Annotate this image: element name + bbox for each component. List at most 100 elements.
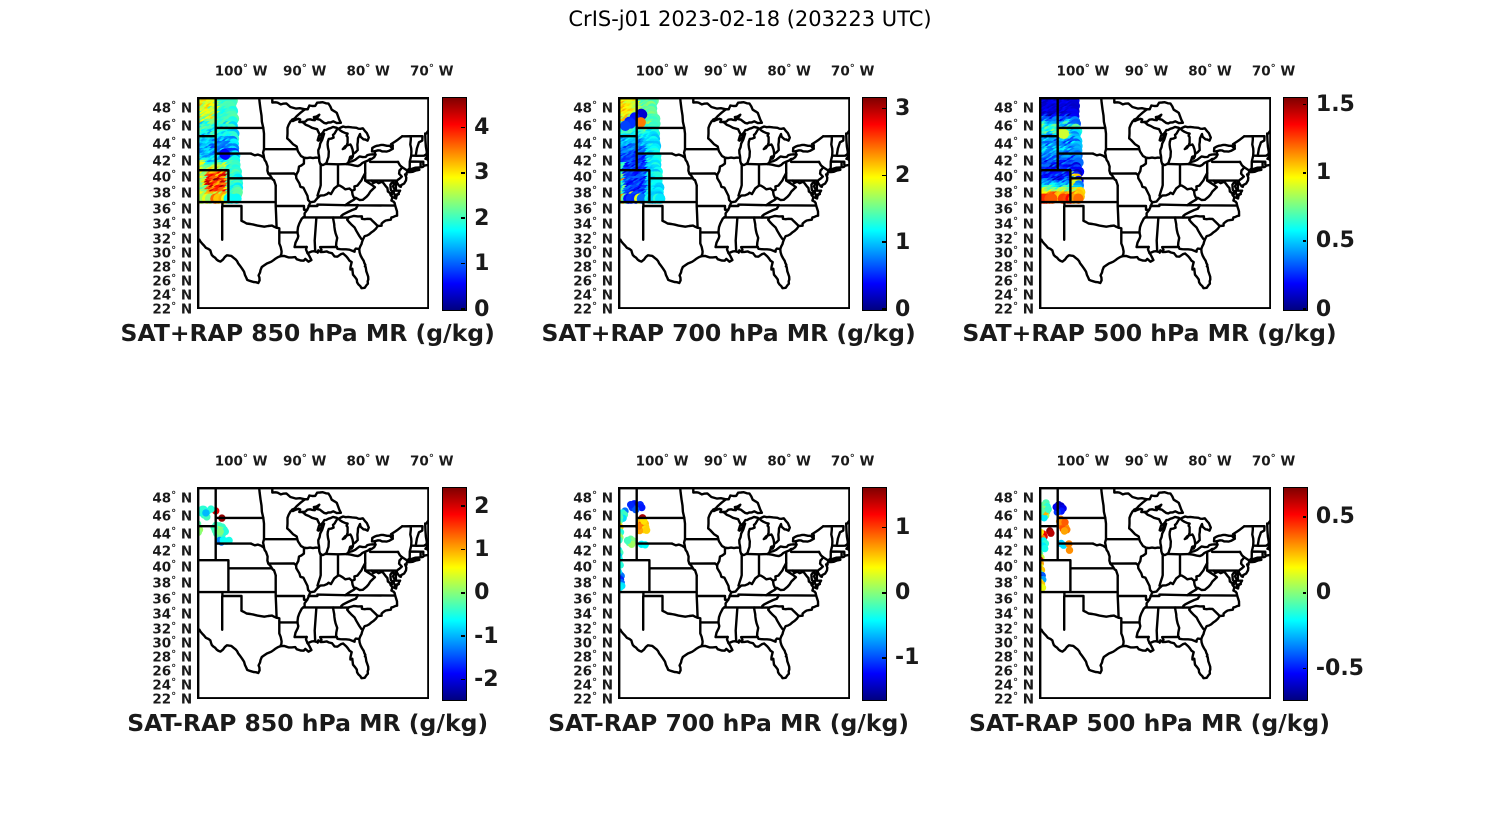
basemap-overlay [196, 486, 430, 679]
y-tick-label: 40° N [152, 169, 193, 186]
y-tick-label: 34° N [152, 605, 193, 623]
colorbar-tick [1302, 591, 1307, 594]
y-tick-label: 44° N [573, 525, 614, 543]
colorbar-tick [882, 174, 886, 177]
colorbar-tick [1302, 171, 1307, 174]
y-tick-label: 22° N [994, 690, 1034, 708]
scatter-points [196, 96, 243, 204]
colorbar-tick-label: 2 [474, 205, 490, 231]
y-tick-label: 36° N [994, 590, 1034, 608]
colorbar-tick-label: -0.5 [1315, 656, 1364, 682]
panel-title-sat_minus_rap_500: SAT-RAP 500 hPa MR (g/kg) [969, 709, 1330, 737]
y-tick-label: 44° N [994, 135, 1034, 153]
colorbar-sat_minus_rap_850 [441, 486, 467, 701]
y-tick-label: 40° N [573, 169, 614, 186]
y-tick-label: 24° N [994, 677, 1034, 694]
y-tick-label: 28° N [573, 649, 614, 666]
y-tick-label: 30° N [152, 635, 193, 652]
y-tick-label: 24° N [152, 287, 193, 304]
y-tick-label: 48° N [994, 100, 1034, 117]
colorbar-tick-label: 1 [895, 515, 911, 541]
colorbar-tick-label: 1 [474, 251, 490, 277]
y-tick-label: 26° N [994, 273, 1034, 290]
x-tick-label: 90° W [282, 63, 327, 80]
x-tick-label: 70° W [830, 453, 875, 470]
scatter-points [1038, 498, 1073, 591]
y-tick-label: 22° N [994, 300, 1034, 318]
colorbar-sat_plus_rap_700 [862, 96, 888, 311]
basemap-overlay [1038, 486, 1272, 679]
colorbar-tick-label: 1 [474, 536, 490, 562]
y-tick-label: 34° N [994, 605, 1034, 623]
colorbar-tick-label: 0 [895, 296, 911, 322]
y-tick-label: 24° N [152, 677, 193, 694]
colorbar-tick-label: 0 [1315, 296, 1332, 322]
y-tick-label: 48° N [573, 490, 614, 507]
y-tick-label: 40° N [573, 559, 614, 576]
y-tick-label: 42° N [994, 542, 1034, 560]
x-tick-label: 80° W [767, 453, 811, 470]
colorbar-tick-label: 1.5 [1315, 92, 1355, 118]
colorbar-tick-label: 0 [474, 580, 490, 606]
colorbar-tick-label: 0.5 [1315, 504, 1355, 530]
colorbar-tick-label: -2 [474, 666, 499, 692]
colorbar-sat_minus_rap_500 [1283, 486, 1309, 701]
y-tick-label: 32° N [573, 620, 614, 638]
colorbar-tick [882, 308, 886, 310]
y-tick-label: 36° N [573, 590, 614, 608]
x-tick-label: 90° W [1124, 453, 1169, 470]
y-tick-label: 32° N [573, 230, 614, 248]
map-sat_plus_rap_850 [196, 96, 430, 309]
y-tick-label: 28° N [994, 649, 1034, 666]
y-tick-label: 38° N [573, 575, 614, 592]
y-tick-label: 40° N [994, 169, 1034, 186]
y-tick-label: 46° N [573, 508, 614, 525]
colorbar-tick [461, 635, 465, 637]
x-tick-label: 90° W [703, 453, 748, 470]
x-tick-label: 100° W [635, 63, 689, 80]
colorbar-tick-label: 2 [474, 493, 490, 519]
y-tick-label: 46° N [573, 118, 614, 135]
colorbar-tick [461, 678, 465, 681]
map-frame [617, 486, 851, 699]
scatter-points [1038, 96, 1085, 204]
y-tick-label: 26° N [573, 273, 614, 290]
map-frame [617, 96, 851, 309]
x-tick-label: 70° W [830, 63, 875, 80]
y-tick-label: 44° N [152, 525, 193, 543]
map-frame [1038, 96, 1272, 309]
y-tick-label: 48° N [573, 100, 614, 117]
x-tick-label: 80° W [346, 63, 390, 80]
y-tick-label: 42° N [573, 152, 614, 170]
colorbar-tick [461, 505, 465, 507]
y-tick-label: 24° N [573, 287, 614, 304]
map-frame [196, 486, 430, 699]
y-tick-label: 34° N [573, 215, 614, 233]
y-tick-label: 28° N [573, 259, 614, 276]
y-tick-label: 38° N [152, 575, 193, 592]
y-tick-label: 48° N [152, 490, 193, 507]
x-tick-label: 100° W [1056, 63, 1110, 80]
y-tick-label: 36° N [152, 590, 193, 608]
colorbar-sat_minus_rap_700 [862, 486, 888, 701]
y-tick-label: 26° N [994, 663, 1034, 680]
colorbar-tick [1302, 516, 1307, 518]
colorbar-tick [882, 526, 886, 529]
y-tick-label: 38° N [994, 575, 1034, 592]
colorbar-tick [882, 657, 886, 659]
y-tick-label: 44° N [573, 135, 614, 153]
y-tick-label: 32° N [994, 230, 1034, 248]
x-tick-label: 80° W [1188, 63, 1232, 80]
map-frame [1038, 486, 1272, 699]
map-frame [196, 96, 430, 309]
y-tick-label: 42° N [994, 152, 1034, 170]
y-tick-label: 38° N [573, 185, 614, 202]
colorbar-tick [461, 262, 465, 265]
scatter-points [617, 96, 665, 204]
y-tick-label: 30° N [152, 245, 193, 262]
x-tick-label: 80° W [346, 453, 390, 470]
y-tick-label: 28° N [152, 649, 193, 666]
colorbar-tick-label: 0 [474, 296, 490, 322]
scatter-points [617, 499, 650, 591]
